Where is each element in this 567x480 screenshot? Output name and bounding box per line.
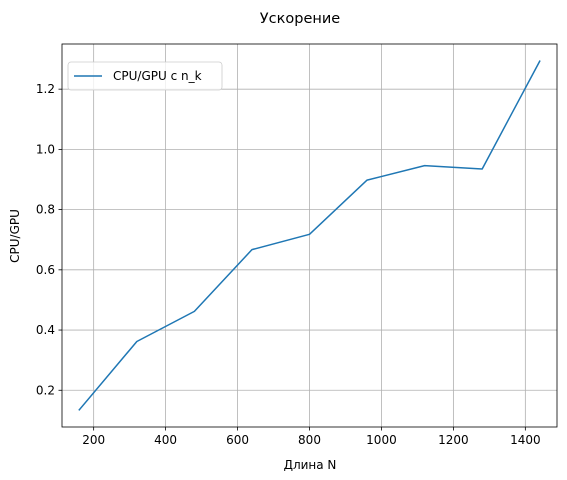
chart-title: Ускорение [260, 11, 340, 27]
ticks: 200 400 600 800 1000 1200 1400 0.2 0.4 0.6 0.8 1.0 1… [36, 82, 541, 447]
legend-box [67, 61, 223, 91]
grid [62, 44, 557, 427]
y-tick-label: 0.6 [36, 263, 55, 277]
y-tick-label: 1.0 [36, 142, 55, 156]
x-tick-label: 600 [226, 433, 249, 447]
y-tick-label: 1.2 [36, 82, 55, 96]
x-tick-label: 1200 [438, 433, 469, 447]
y-tick-label: 0.4 [36, 323, 55, 337]
x-axis-label: Длина N [284, 458, 337, 472]
x-tick-label: 1400 [510, 433, 541, 447]
y-tick-label: 0.8 [36, 203, 55, 217]
x-tick-label: 400 [154, 433, 177, 447]
x-tick-label: 800 [298, 433, 321, 447]
x-tick-label: 1000 [366, 433, 397, 447]
series-layer [78, 60, 541, 411]
legend: CPU/GPU с n_k [67, 61, 223, 91]
x-tick-label: 200 [82, 433, 105, 447]
y-axis-label: CPU/GPU [8, 209, 22, 263]
legend-label: CPU/GPU с n_k [113, 69, 202, 83]
y-tick-label: 0.2 [36, 383, 55, 397]
